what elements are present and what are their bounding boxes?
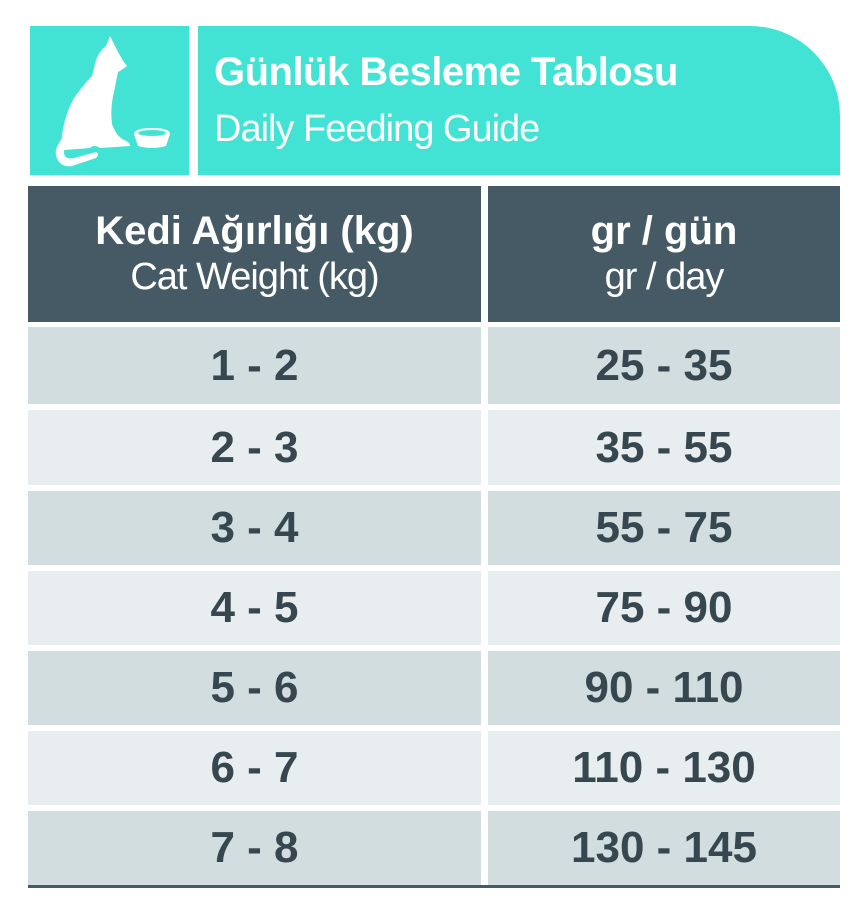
- column-header-en: gr / day: [604, 256, 725, 298]
- amount-cell: 110 - 130: [488, 731, 840, 805]
- title-turkish: Günlük Besleme Tablosu: [214, 50, 678, 94]
- weight-cell: 6 - 7: [28, 731, 481, 805]
- amount-cell: 35 - 55: [488, 410, 840, 485]
- title-panel: Günlük Besleme Tablosu Daily Feeding Gui…: [198, 26, 840, 175]
- column-header-tr: gr / gün: [590, 209, 738, 253]
- cat-with-bowl-icon: [55, 36, 170, 167]
- amount-cell: 130 - 145: [488, 811, 840, 885]
- weight-cell: 2 - 3: [28, 410, 481, 485]
- weight-cell: 5 - 6: [28, 651, 481, 725]
- amount-cell: 75 - 90: [488, 571, 840, 645]
- column-header-tr: Kedi Ağırlığı (kg): [95, 209, 414, 253]
- weight-cell: 1 - 2: [28, 327, 481, 404]
- weight-cell: 3 - 4: [28, 491, 481, 565]
- column-header-amount: gr / gün gr / day: [488, 186, 840, 322]
- amount-cell: 90 - 110: [488, 651, 840, 725]
- amount-cell: 55 - 75: [488, 491, 840, 565]
- column-header-weight: Kedi Ağırlığı (kg) Cat Weight (kg): [28, 186, 481, 322]
- weight-cell: 7 - 8: [28, 811, 481, 885]
- icon-panel: [30, 26, 189, 175]
- weight-cell: 4 - 5: [28, 571, 481, 645]
- column-header-en: Cat Weight (kg): [130, 256, 379, 298]
- title-english: Daily Feeding Guide: [214, 108, 540, 150]
- bottom-divider: [28, 885, 840, 888]
- amount-cell: 25 - 35: [488, 327, 840, 404]
